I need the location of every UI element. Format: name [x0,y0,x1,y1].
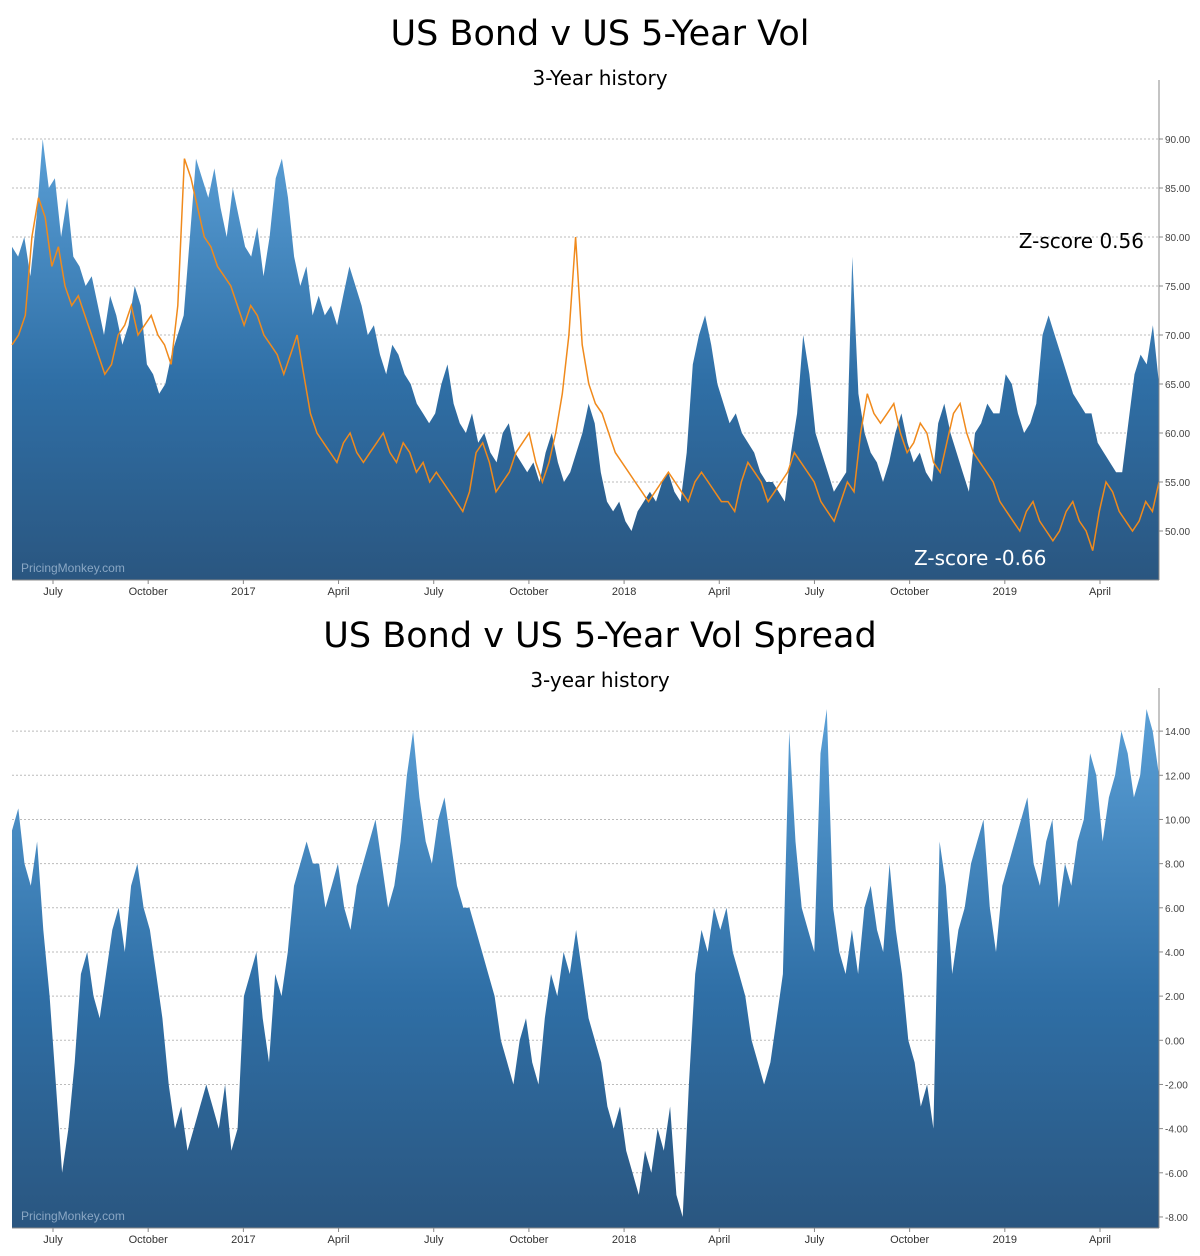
y-tick-label: 60.00 [1165,429,1190,440]
y-tick-label: -2.00 [1165,1080,1188,1091]
y-tick-label: 2.00 [1165,992,1185,1003]
x-tick-label: July [805,1234,825,1246]
x-tick-label: April [708,586,730,598]
y-tick-label: -4.00 [1165,1125,1188,1136]
zscore-label-low: Z-score -0.66 [914,546,1046,570]
x-tick-label: October [509,1234,548,1246]
x-tick-label: April [708,1234,730,1246]
chart-top-title: US Bond v US 5-Year Vol [390,14,810,54]
x-tick-label: April [328,1234,350,1246]
y-tick-label: 55.00 [1165,478,1190,489]
x-tick-label: October [129,1234,168,1246]
y-tick-label: 4.00 [1165,948,1185,959]
x-tick-label: 2018 [612,586,636,598]
y-tick-label: 65.00 [1165,380,1190,391]
x-tick-label: 2019 [993,586,1017,598]
x-tick-label: 2018 [612,1234,636,1246]
x-tick-label: April [328,586,350,598]
x-tick-label: July [43,1234,63,1246]
x-tick-label: October [129,586,168,598]
y-tick-label: 85.00 [1165,184,1190,195]
chart-bottom-subtitle: 3-year history [530,668,670,692]
y-tick-label: -6.00 [1165,1169,1188,1180]
y-tick-label: 0.00 [1165,1036,1185,1047]
y-tick-label: 8.00 [1165,860,1185,871]
series-area-0 [12,709,1159,1228]
x-tick-label: July [43,586,63,598]
chart-top-panel: 50.00 55.00 60.00 65.00 70.00 75.00 80.00 85.00… [0,0,1200,605]
x-tick-label: October [890,1234,929,1246]
chart-bottom-panel: -8.00 -6.00 -4.00 -2.00 0.00 2.00 4.00 6.00 8.00… [0,608,1200,1256]
x-tick-label: July [424,1234,444,1246]
chart-bottom-title: US Bond v US 5-Year Vol Spread [323,616,877,656]
x-tick-label: 2017 [231,1234,255,1246]
y-tick-label: 6.00 [1165,904,1185,915]
y-tick-label: 12.00 [1165,771,1190,782]
y-tick-label: 90.00 [1165,135,1190,146]
y-tick-label: 10.00 [1165,815,1190,826]
watermark: PricingMonkey.com [21,561,125,575]
y-tick-label: 70.00 [1165,331,1190,342]
x-tick-label: October [509,586,548,598]
zscore-label-high: Z-score 0.56 [1019,229,1144,253]
x-tick-label: July [805,586,825,598]
y-tick-label: -8.00 [1165,1213,1188,1224]
series-area-0 [12,139,1159,580]
chart-top-subtitle: 3-Year history [532,66,668,90]
x-tick-label: October [890,586,929,598]
x-tick-label: 2019 [993,1234,1017,1246]
x-tick-label: 2017 [231,586,255,598]
chart-bottom-svg: -8.00 -6.00 -4.00 -2.00 0.00 2.00 4.00 6.00 8.00… [12,688,1190,1246]
chart-top-svg: 50.00 55.00 60.00 65.00 70.00 75.00 80.00 85.00… [11,80,1190,598]
x-tick-label: April [1089,1234,1111,1246]
y-tick-label: 50.00 [1165,527,1190,538]
y-tick-label: 80.00 [1165,233,1190,244]
series-line-1 [11,158,1160,551]
x-tick-label: July [424,586,444,598]
watermark: PricingMonkey.com [21,1209,125,1223]
y-tick-label: 75.00 [1165,282,1190,293]
x-tick-label: April [1089,586,1111,598]
y-tick-label: 14.00 [1165,727,1190,738]
